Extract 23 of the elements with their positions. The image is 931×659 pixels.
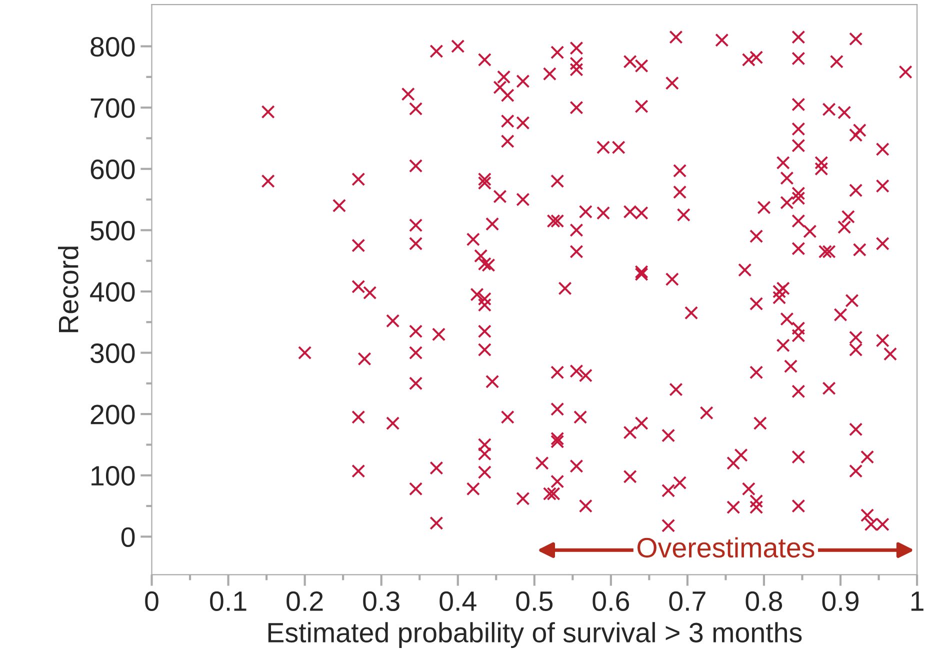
y-tick-label: 0 — [121, 527, 135, 547]
y-axis-title: Record — [58, 246, 78, 332]
y-tick-label: 800 — [90, 36, 135, 57]
y-tick-label: 700 — [90, 98, 135, 118]
y-tick-label: 400 — [90, 282, 135, 302]
x-tick-label: 0.3 — [363, 591, 400, 612]
x-tick-label: 0.6 — [592, 591, 630, 612]
x-tick-label: 0.4 — [440, 591, 476, 612]
y-tick-label: 300 — [90, 343, 135, 364]
x-tick-label: 1 — [911, 592, 924, 611]
x-tick-label: 0.5 — [516, 591, 553, 612]
annotation: Overestimates — [638, 537, 814, 558]
x-tick-label: 0.2 — [286, 591, 323, 612]
y-tick-label: 100 — [92, 466, 135, 486]
y-tick-label: 600 — [90, 160, 135, 180]
x-tick-label: 0.1 — [210, 591, 246, 612]
x-tick-label: 0.9 — [822, 591, 858, 612]
x-tick-label: 0.8 — [746, 591, 782, 612]
x-axis-title: Estimated probability of survival > 3 months — [268, 622, 802, 648]
y-tick-label: 500 — [90, 220, 135, 241]
x-tick-label: 0.7 — [669, 591, 706, 612]
y-tick-label: 200 — [90, 404, 135, 424]
x-tick-label: 0 — [145, 591, 158, 612]
